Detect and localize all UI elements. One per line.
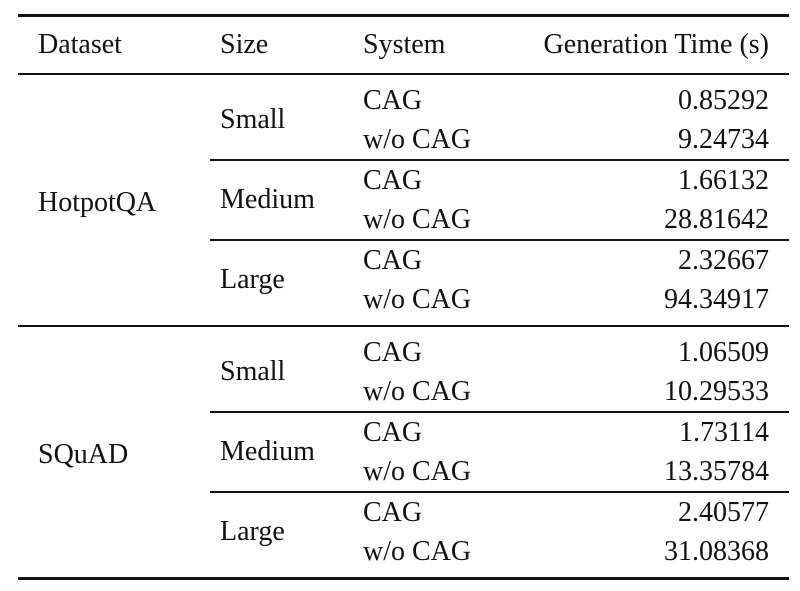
table-row: Medium CAG 1.73114 <box>18 411 789 492</box>
dataset-cell: SQuAD <box>38 439 129 470</box>
spacer <box>18 74 789 81</box>
dataset-cell: HotpotQA <box>38 187 157 218</box>
system-cell: w/o CAG <box>363 375 472 407</box>
size-cell: Large <box>210 239 363 319</box>
system-cell: CAG <box>363 336 423 368</box>
table-row: Medium CAG 1.66132 <box>18 159 789 240</box>
table-row: w/o CAG 13.35784 <box>18 452 789 492</box>
time-cell: 9.24734 <box>678 123 769 155</box>
time-cell: 0.85292 <box>678 84 769 116</box>
size-cell: Large <box>210 491 363 571</box>
time-cell: 13.35784 <box>664 455 769 487</box>
time-cell: 10.29533 <box>664 375 769 407</box>
system-cell: CAG <box>363 491 523 532</box>
time-cell: 94.34917 <box>664 283 769 315</box>
size-cell: Small <box>220 356 286 387</box>
size-cell: Medium <box>210 159 363 240</box>
header-system: System <box>363 29 446 60</box>
system-cell: CAG <box>363 411 523 452</box>
time-cell: 2.40577 <box>523 491 789 532</box>
table-row: w/o CAG 9.24734 <box>18 120 789 160</box>
time-cell: 28.81642 <box>664 203 769 235</box>
header-size: Size <box>220 29 269 60</box>
system-cell: w/o CAG <box>363 455 472 487</box>
time-cell: 2.32667 <box>523 239 789 280</box>
spacer <box>18 571 789 580</box>
system-cell: CAG <box>363 159 523 200</box>
system-cell: w/o CAG <box>363 203 472 235</box>
system-cell: CAG <box>363 84 423 116</box>
time-cell: 1.66132 <box>523 159 789 200</box>
time-cell: 1.06509 <box>678 336 769 368</box>
size-cell: Small <box>220 104 286 135</box>
time-cell: 31.08368 <box>664 535 769 567</box>
table-row: w/o CAG 10.29533 <box>18 372 789 412</box>
table-row: w/o CAG 31.08368 <box>18 532 789 571</box>
system-cell: w/o CAG <box>363 123 472 155</box>
system-cell: CAG <box>363 239 523 280</box>
table-row: Large CAG 2.32667 <box>18 239 789 319</box>
generation-time-table: Dataset Size System Generation Time (s) … <box>18 14 789 580</box>
table-row: SQuAD Small CAG 1.06509 <box>18 333 789 468</box>
time-cell: 1.73114 <box>523 411 789 452</box>
table-row: w/o CAG 94.34917 <box>18 280 789 319</box>
system-cell: w/o CAG <box>363 535 472 567</box>
header-dataset: Dataset <box>38 29 122 60</box>
table-row: w/o CAG 28.81642 <box>18 200 789 240</box>
size-cell: Medium <box>210 411 363 492</box>
header-row: Dataset Size System Generation Time (s) <box>18 15 789 74</box>
spacer <box>18 325 789 333</box>
table-row: Large CAG 2.40577 <box>18 491 789 571</box>
table-row: HotpotQA Small CAG 0.85292 <box>18 81 789 217</box>
generation-time-table-container: Dataset Size System Generation Time (s) … <box>18 14 789 580</box>
header-generation-time: Generation Time (s) <box>543 29 769 60</box>
system-cell: w/o CAG <box>363 283 472 315</box>
